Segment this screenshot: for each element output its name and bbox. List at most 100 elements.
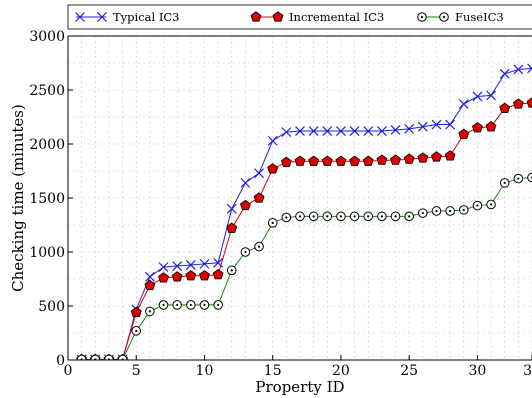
data-point bbox=[267, 163, 279, 174]
data-point bbox=[444, 150, 456, 161]
y-tick-label: 3000 bbox=[29, 29, 65, 45]
x-tick-label: 5 bbox=[132, 363, 141, 379]
data-point bbox=[90, 354, 101, 360]
data-point bbox=[254, 168, 264, 179]
x-tick-label: 0 bbox=[64, 363, 73, 379]
data-point bbox=[376, 126, 387, 136]
data-point bbox=[212, 268, 224, 280]
y-tick-label: 1500 bbox=[29, 191, 65, 207]
data-point bbox=[472, 91, 483, 102]
data-point bbox=[199, 270, 210, 281]
data-point bbox=[458, 205, 469, 215]
legend: Typical IC3 Incremental IC3 FuseIC3 bbox=[67, 4, 532, 30]
data-point bbox=[145, 306, 155, 317]
data-point bbox=[322, 126, 333, 136]
legend-marker bbox=[97, 12, 107, 22]
data-point bbox=[499, 68, 510, 79]
y-tick-label: 2500 bbox=[29, 83, 65, 99]
data-point bbox=[512, 98, 524, 109]
data-point bbox=[172, 300, 182, 310]
x-tick-label: 20 bbox=[332, 363, 350, 379]
data-point bbox=[239, 199, 251, 211]
data-point bbox=[171, 271, 183, 282]
data-point bbox=[363, 211, 374, 222]
data-point bbox=[295, 126, 305, 136]
data-point bbox=[144, 279, 156, 291]
data-point bbox=[458, 99, 469, 109]
data-point bbox=[254, 241, 264, 252]
legend-marker bbox=[439, 12, 449, 22]
data-point bbox=[186, 300, 196, 310]
data-point bbox=[213, 300, 223, 310]
data-point bbox=[308, 155, 320, 166]
legend-box bbox=[67, 4, 532, 30]
data-point bbox=[431, 119, 442, 130]
data-point bbox=[513, 64, 524, 75]
data-point bbox=[431, 151, 442, 162]
data-point bbox=[376, 154, 388, 165]
data-point bbox=[267, 135, 278, 146]
data-point bbox=[526, 97, 532, 108]
data-point bbox=[403, 153, 415, 164]
series-1 bbox=[76, 97, 532, 360]
data-point bbox=[336, 126, 346, 136]
data-point bbox=[240, 247, 251, 257]
data-point bbox=[76, 354, 87, 360]
data-point bbox=[172, 261, 183, 271]
legend-marker bbox=[417, 12, 427, 22]
x-axis-label: Property ID bbox=[255, 378, 344, 396]
data-point bbox=[363, 126, 374, 136]
data-point bbox=[418, 208, 428, 218]
legend-marker bbox=[250, 11, 262, 22]
data-point bbox=[226, 203, 237, 214]
x-tick-label: 15 bbox=[264, 363, 282, 379]
x-tick-label: 34 bbox=[523, 363, 532, 379]
data-point bbox=[308, 126, 319, 136]
data-point bbox=[295, 211, 305, 222]
data-point bbox=[185, 260, 196, 270]
data-point bbox=[390, 125, 401, 135]
data-point bbox=[199, 258, 210, 269]
data-point bbox=[185, 270, 197, 281]
data-point bbox=[486, 199, 496, 210]
legend-label: FuseIC3 bbox=[455, 10, 504, 24]
data-point bbox=[240, 177, 251, 188]
y-axis-label: Checking time (minutes) bbox=[9, 104, 27, 292]
series-layer bbox=[76, 63, 532, 360]
legend-entry: Typical IC3 bbox=[75, 10, 180, 24]
data-point bbox=[485, 121, 497, 132]
y-tick-label: 1000 bbox=[29, 245, 65, 261]
data-point bbox=[527, 63, 532, 74]
legend-marker bbox=[75, 12, 85, 22]
data-point bbox=[226, 222, 238, 233]
data-point bbox=[281, 212, 292, 223]
data-point bbox=[431, 206, 442, 216]
x-tick-label: 30 bbox=[468, 363, 486, 379]
data-point bbox=[281, 127, 292, 138]
series-line bbox=[81, 102, 532, 360]
data-point bbox=[130, 306, 142, 318]
data-point bbox=[199, 300, 210, 310]
data-point bbox=[308, 211, 319, 222]
data-point bbox=[513, 173, 524, 184]
data-point bbox=[280, 156, 292, 167]
data-point bbox=[472, 200, 483, 211]
data-point bbox=[404, 211, 414, 222]
data-point bbox=[336, 211, 346, 222]
y-tick-label: 0 bbox=[56, 353, 65, 369]
y-tick-label: 2000 bbox=[29, 137, 65, 153]
data-point bbox=[321, 155, 333, 166]
data-point bbox=[349, 211, 360, 222]
data-point bbox=[499, 178, 510, 188]
data-point bbox=[417, 121, 428, 132]
data-point bbox=[390, 154, 401, 165]
data-point bbox=[362, 155, 374, 166]
series-line bbox=[81, 67, 532, 360]
x-tick-label: 25 bbox=[400, 363, 418, 379]
data-point bbox=[404, 123, 415, 134]
data-point bbox=[390, 211, 401, 222]
data-point bbox=[226, 265, 237, 276]
data-point bbox=[117, 354, 128, 360]
series-2 bbox=[76, 172, 532, 360]
